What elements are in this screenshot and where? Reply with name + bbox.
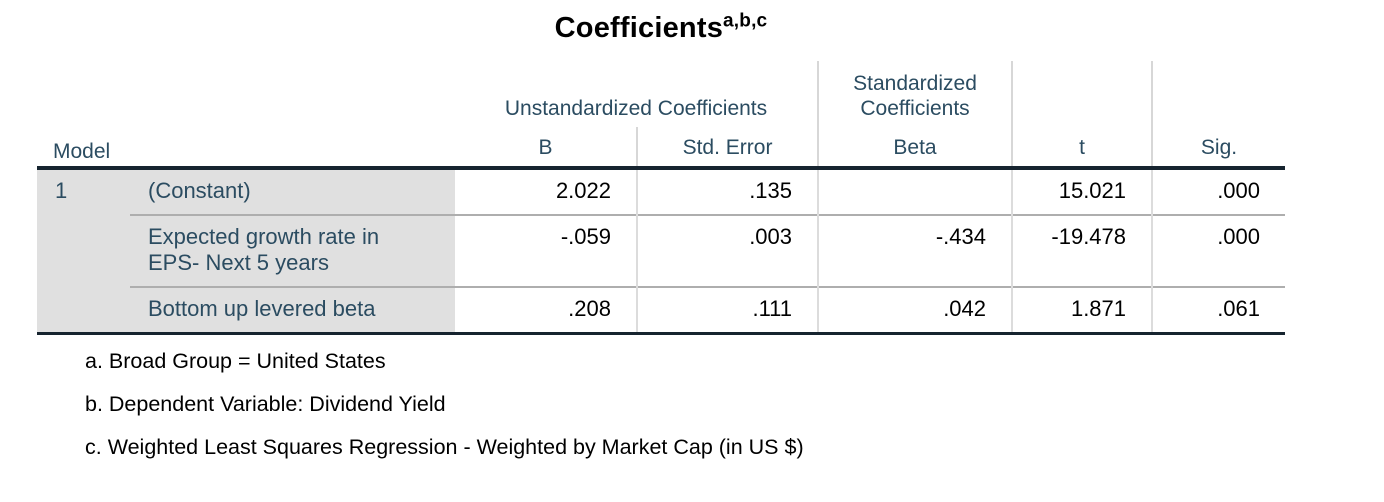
row-label-levered-beta: Bottom up levered beta [130,286,455,335]
coefficients-table: Unstandardized Coefficients Standardized… [37,61,1286,335]
footnote-b: b. Dependent Variable: Dividend Yield [85,392,446,416]
header-group-row: Unstandardized Coefficients Standardized… [37,61,1285,127]
column-header-sig: Sig. [1152,127,1286,170]
cell-t-constant: 15.021 [1012,168,1154,215]
cell-beta-constant [818,168,1014,215]
cell-std-error-expected-growth: .003 [637,214,820,287]
column-header-model: Model [37,127,455,170]
header-blank-cell [37,61,455,127]
header-blank-cell-sig [1152,61,1285,127]
column-group-unstandardized-coefficients: Unstandardized Coefficients [455,61,820,127]
column-header-beta: Beta [818,127,1014,170]
footnotes: a. Broad Group = United States b. Depend… [85,348,1285,460]
table-header: Unstandardized Coefficients Standardized… [37,61,1286,170]
row-label-expected-growth: Expected growth rate in EPS- Next 5 year… [130,214,455,287]
cell-sig-expected-growth: .000 [1152,214,1286,287]
column-header-t: t [1012,127,1154,170]
table-title-footnote-marks: a,b,c [723,10,768,32]
cell-t-expected-growth: -19.478 [1012,214,1154,287]
cell-sig-constant: .000 [1152,168,1286,215]
table-area: Coefficientsa,b,c Unstandardized Coeffic… [37,0,1286,460]
cell-t-levered-beta: 1.871 [1012,286,1154,335]
table-row-constant: 1 (Constant) 2.022 .135 15.021 .000 [37,168,1286,335]
cell-b-constant: 2.022 [455,168,638,215]
table-title: Coefficientsa,b,c [37,10,1285,45]
cell-beta-expected-growth: -.434 [818,214,1014,287]
table-row-expected-growth: Expected growth rate in EPS- Next 5 year… [37,214,1286,287]
cell-sig-levered-beta: .061 [1152,286,1286,335]
cell-std-error-constant: .135 [637,168,820,215]
header-column-row: Model B Std. Error Beta t Sig. [37,127,1286,170]
column-header-std-error: Std. Error [637,127,820,170]
table-title-text: Coefficients [554,12,724,44]
cell-b-expected-growth: -.059 [455,214,638,287]
row-label-constant: (Constant) [130,168,455,215]
column-group-standardized-coefficients: Standardized Coefficients [818,61,1014,127]
cell-b-levered-beta: .208 [455,286,638,335]
table-row-levered-beta: Bottom up levered beta .208 .111 .042 1.… [37,286,1286,335]
model-number-cell: 1 [37,168,130,335]
table-body: 1 (Constant) 2.022 .135 15.021 .000 Expe… [37,168,1286,335]
cell-beta-levered-beta: .042 [818,286,1014,335]
column-header-b: B [455,127,638,170]
footnote-c: c. Weighted Least Squares Regression - W… [85,435,804,459]
footnote-a: a. Broad Group = United States [85,349,386,373]
cell-std-error-levered-beta: .111 [637,286,820,335]
header-blank-cell-t [1012,61,1154,127]
